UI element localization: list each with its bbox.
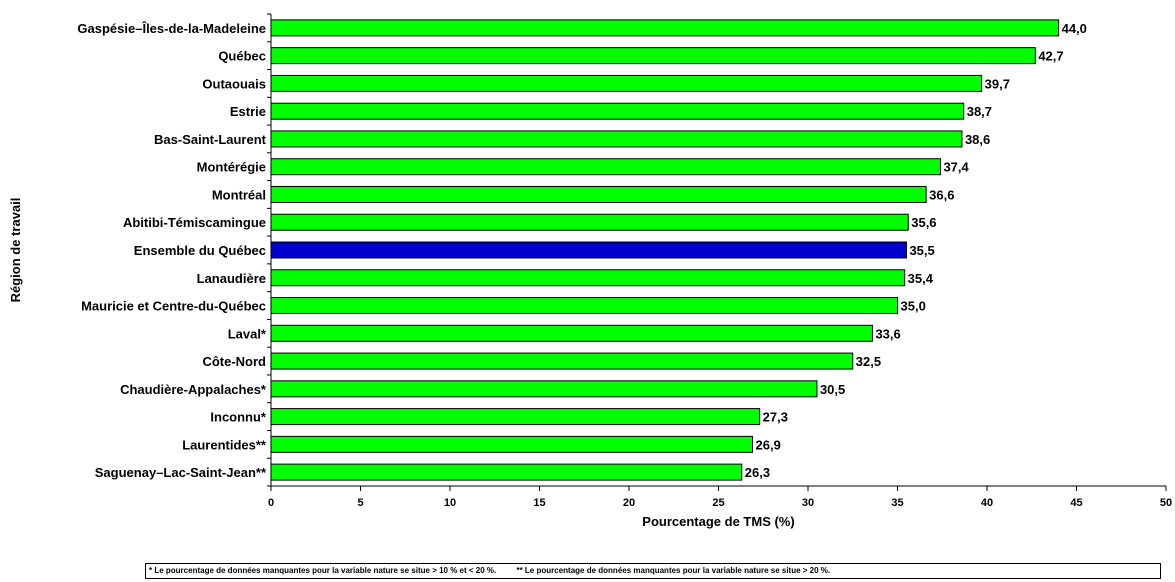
- x-tick-label: 45: [1070, 497, 1082, 509]
- value-label: 44,0: [1062, 21, 1087, 36]
- value-label: 42,7: [1038, 49, 1063, 64]
- category-label: Bas-Saint-Laurent: [154, 132, 267, 147]
- value-label: 35,4: [908, 271, 934, 286]
- footnote-box: * Le pourcentage de données manquantes p…: [145, 563, 1161, 579]
- x-tick-label: 50: [1160, 497, 1172, 509]
- category-label: Montréal: [212, 187, 266, 202]
- category-label: Montérégie: [197, 160, 266, 175]
- bar: [270, 297, 898, 315]
- x-axis: 0 5 10 15 20 25 30 35 40 45 50: [267, 13, 1172, 509]
- bar: [270, 241, 907, 259]
- category-label: Estrie: [230, 104, 266, 119]
- category-label: Lanaudière: [197, 271, 266, 286]
- x-tick-label: 40: [981, 497, 993, 509]
- x-tick-label: 10: [444, 497, 456, 509]
- value-label: 38,7: [967, 104, 992, 119]
- x-tick-label: 30: [802, 497, 814, 509]
- footnote-double-asterisk: ** Le pourcentage de données manquantes …: [516, 566, 831, 575]
- x-tick-label: 15: [533, 497, 545, 509]
- bar: [270, 435, 754, 453]
- value-label: 39,7: [985, 76, 1010, 91]
- value-label: 35,0: [901, 299, 926, 314]
- bar: [270, 74, 983, 92]
- bars-layer: 44,0 42,7 39,7 38,7 38,6 37,4 36,6 35,6 35,5 35,4…: [270, 19, 1087, 481]
- category-label: Abitibi-Témiscamingue: [123, 215, 266, 230]
- value-label: 38,6: [965, 132, 990, 147]
- category-label: Ensemble du Québec: [134, 243, 266, 258]
- bar: [270, 130, 963, 148]
- x-tick-label: 35: [891, 497, 903, 509]
- category-label: Côte-Nord: [202, 354, 266, 369]
- category-label: Inconnu*: [210, 410, 267, 425]
- bar: [270, 47, 1036, 65]
- x-tick-label: 5: [357, 497, 363, 509]
- category-label: Laval*: [228, 326, 267, 341]
- category-label: Gaspésie–Îles-de-la-Madeleine: [77, 21, 266, 36]
- bar: [270, 352, 854, 370]
- value-label: 35,6: [911, 215, 936, 230]
- x-tick-label: 20: [623, 497, 635, 509]
- bar: [270, 185, 927, 203]
- x-tick-label: 0: [268, 497, 274, 509]
- category-labels: Gaspésie–Îles-de-la-Madeleine Québec Outao…: [77, 21, 267, 480]
- bar: [270, 269, 906, 287]
- value-label: 33,6: [875, 326, 900, 341]
- bar: [270, 19, 1060, 37]
- x-axis-title: Pourcentage de TMS (%): [642, 514, 794, 529]
- bar: [270, 463, 743, 481]
- value-label: 35,5: [909, 243, 934, 258]
- footnote-single-asterisk: * Le pourcentage de données manquantes p…: [149, 566, 497, 575]
- category-label: Laurentides**: [182, 437, 267, 452]
- value-label: 26,9: [756, 437, 781, 452]
- bar: [270, 408, 761, 426]
- value-label: 37,4: [943, 160, 969, 175]
- bar: [270, 213, 909, 231]
- value-label: 32,5: [856, 354, 881, 369]
- value-label: 36,6: [929, 187, 954, 202]
- category-label: Mauricie et Centre-du-Québec: [81, 299, 266, 314]
- bar: [270, 158, 941, 176]
- value-label: 26,3: [745, 465, 770, 480]
- bar: [270, 380, 818, 398]
- value-label: 30,5: [820, 382, 845, 397]
- category-label: Chaudière-Appalaches*: [120, 382, 267, 397]
- x-tick-label: 25: [712, 497, 724, 509]
- bar: [270, 324, 873, 342]
- y-axis-title: Région de travail: [8, 198, 23, 303]
- value-label: 27,3: [763, 410, 788, 425]
- category-label: Saguenay–Lac-Saint-Jean**: [95, 465, 267, 480]
- category-label: Québec: [218, 49, 266, 64]
- bar: [270, 102, 965, 120]
- category-label: Outaouais: [202, 76, 266, 91]
